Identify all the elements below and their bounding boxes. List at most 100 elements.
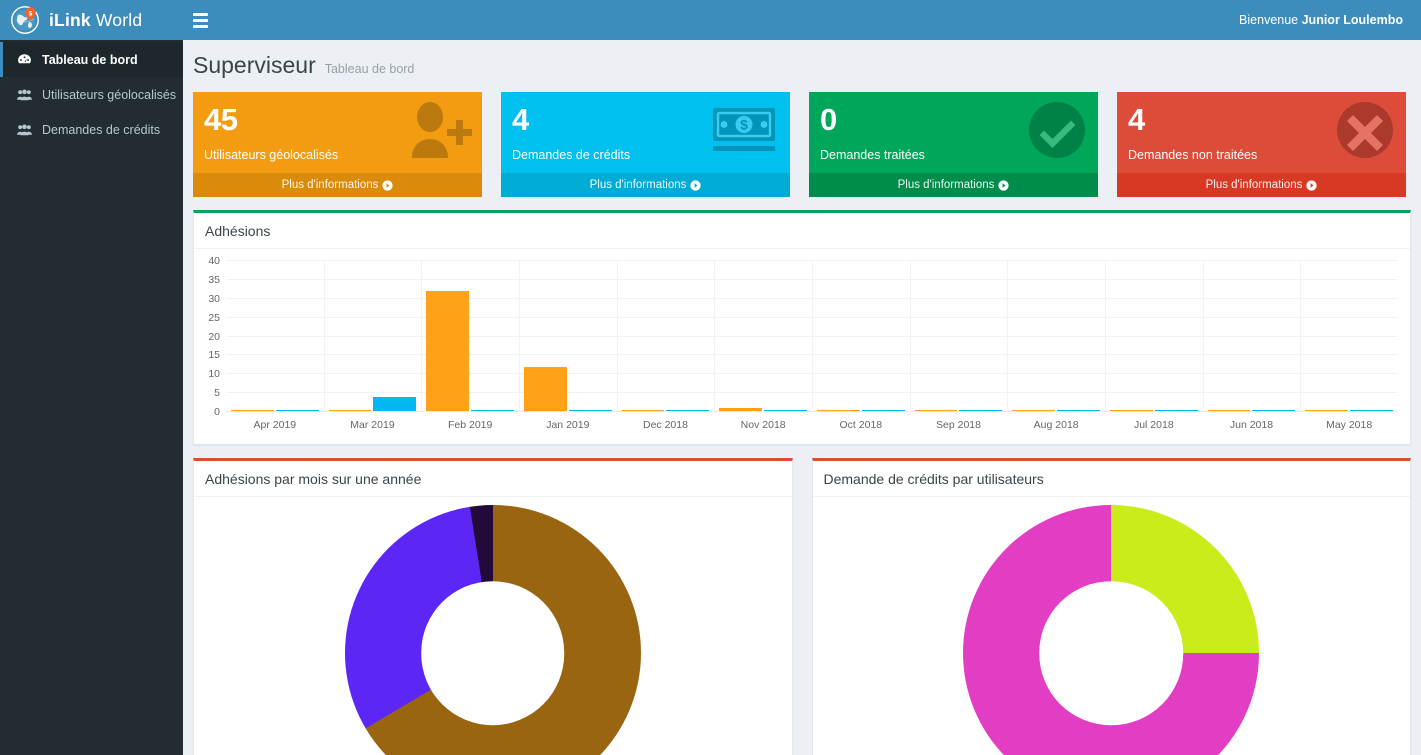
top-bar: $ iLink World Bienvenue Junior Loulembo xyxy=(0,0,1421,40)
adhesions-bar-chart[interactable]: 0 5 10 15 20 25 30 35 40 Apr 2019 Mar 2019 Feb 2019… xyxy=(198,255,1400,440)
chevron-circle-right-icon xyxy=(1306,179,1318,191)
bar-group: Sep 2018 xyxy=(910,261,1008,431)
stat-card-more-link[interactable]: Plus d'informations xyxy=(193,173,482,197)
chevron-circle-right-icon xyxy=(690,179,702,191)
user-plus-icon xyxy=(400,98,472,164)
panel-title: Adhésions par mois sur une année xyxy=(205,470,422,487)
grid-line xyxy=(714,261,716,412)
stat-card-value: 4 xyxy=(1128,102,1145,137)
stat-card-utilisateurs-geolocalises[interactable]: 45 Utilisateurs géolocalisés Plus d'info… xyxy=(193,92,482,197)
bar-group: Aug 2018 xyxy=(1007,261,1105,431)
x-axis-tick-label: Dec 2018 xyxy=(643,419,688,431)
main-content: Superviseur Tableau de bord 45 Utilisate… xyxy=(183,40,1421,755)
grid-line xyxy=(1105,261,1106,412)
bar-group: Jun 2018 xyxy=(1203,261,1301,431)
grid-line xyxy=(421,261,423,412)
adhesions-donut-chart[interactable] xyxy=(344,505,641,755)
x-axis-tick-label: Aug 2018 xyxy=(1033,419,1079,431)
grid-line xyxy=(812,261,813,412)
y-axis-tick-label: 35 xyxy=(208,273,220,286)
bar[interactable] xyxy=(426,291,470,412)
y-axis-tick-label: 5 xyxy=(214,387,220,400)
grid-line xyxy=(1202,261,1204,412)
donut-hole xyxy=(420,581,565,725)
donut-row: Adhésions par mois sur une année Demande… xyxy=(183,445,1421,755)
sidebar-item-demandes-de-credits[interactable]: Demandes de crédits xyxy=(0,112,183,147)
stat-card-body: 4 Demandes non traitées xyxy=(1117,92,1406,173)
x-axis-tick-label: Oct 2018 xyxy=(839,419,883,431)
users-icon xyxy=(16,88,32,102)
panel-title: Adhésions xyxy=(205,222,271,239)
chevron-circle-right-icon xyxy=(382,179,394,191)
grid-line xyxy=(519,261,520,412)
bar-chart-plot: 0 5 10 15 20 25 30 35 40 Apr 2019 Mar 2019 Feb 2019… xyxy=(208,255,1398,431)
hamburger-icon[interactable] xyxy=(183,0,217,40)
stat-card-demandes-traitees[interactable]: 0 Demandes traitées Plus d'informations xyxy=(809,92,1098,197)
brand-name: iLink World xyxy=(49,10,142,31)
page-header: Superviseur Tableau de bord xyxy=(183,40,1421,79)
chevron-circle-right-icon xyxy=(998,179,1010,191)
stat-card-value: 0 xyxy=(820,102,837,137)
y-axis-tick-label: 25 xyxy=(208,311,220,324)
svg-text:$: $ xyxy=(29,11,33,18)
credits-donut-chart[interactable] xyxy=(963,505,1260,755)
stat-card-demandes-non-traitees[interactable]: 4 Demandes non traitées Plus d'informati… xyxy=(1117,92,1406,197)
stat-card-label: Demandes de crédits xyxy=(512,148,631,162)
x-axis-tick-label: Jan 2019 xyxy=(546,419,590,431)
x-axis-tick-label: Nov 2018 xyxy=(740,419,786,431)
donut-hole xyxy=(1039,581,1184,725)
x-axis-tick-label: Sep 2018 xyxy=(936,419,981,431)
x-axis-tick-label: May 2018 xyxy=(1326,419,1373,431)
x-axis-line xyxy=(226,411,1398,412)
brand-name-rest: World xyxy=(90,9,143,30)
adhesions-panel: Adhésions 0 5 10 15 20 25 30 35 40 Apr 2019 Mar 20… xyxy=(193,210,1411,445)
donut-chart-body xyxy=(813,497,1411,755)
money-icon: $ xyxy=(708,98,780,164)
y-axis-tick-label: 20 xyxy=(208,330,220,343)
sidebar-item-utilisateurs-geolocalises[interactable]: Utilisateurs géolocalisés xyxy=(0,77,183,112)
check-circle-icon xyxy=(1016,98,1088,164)
bar-group: Feb 2019 xyxy=(421,261,519,431)
x-axis-tick-label: Feb 2019 xyxy=(447,419,493,431)
x-axis-tick-label: Mar 2019 xyxy=(350,419,395,431)
stat-card-value: 4 xyxy=(512,102,529,137)
brand-logo[interactable]: $ iLink World xyxy=(0,0,183,40)
welcome-username: Junior Loulembo xyxy=(1301,13,1403,27)
stat-card-more-label: Plus d'informations xyxy=(1205,179,1303,191)
sidebar: Tableau de bord Utilisateurs géolocalisé… xyxy=(0,40,183,755)
sidebar-item-label: Tableau de bord xyxy=(42,52,138,67)
stat-card-more-link[interactable]: Plus d'informations xyxy=(501,173,790,197)
stat-card-more-label: Plus d'informations xyxy=(589,179,687,191)
bar[interactable] xyxy=(523,366,567,412)
stat-card-value: 45 xyxy=(204,102,238,137)
dashboard-icon xyxy=(16,53,32,67)
page-title: Superviseur xyxy=(193,52,316,78)
adhesions-chart-body: 0 5 10 15 20 25 30 35 40 Apr 2019 Mar 2019 Feb 2019… xyxy=(194,249,1410,442)
stat-card-label: Demandes non traitées xyxy=(1128,148,1258,162)
stat-card-more-link[interactable]: Plus d'informations xyxy=(1117,173,1406,197)
grid-line xyxy=(909,261,911,412)
stat-card-label: Demandes traitées xyxy=(820,148,925,162)
bar-group: May 2018 xyxy=(1300,261,1398,431)
adhesions-row: Adhésions 0 5 10 15 20 25 30 35 40 Apr 2019 Mar 20… xyxy=(183,197,1421,445)
bar-group: Apr 2019 xyxy=(226,261,324,431)
x-axis-tick-label: Jun 2018 xyxy=(1229,419,1274,431)
adhesions-par-mois-panel: Adhésions par mois sur une année xyxy=(193,458,793,755)
times-circle-icon xyxy=(1324,98,1396,164)
bar-group: Nov 2018 xyxy=(714,261,812,431)
panel-header: Adhésions par mois sur une année xyxy=(194,461,792,497)
bar[interactable] xyxy=(719,408,763,412)
y-axis-tick-label: 40 xyxy=(208,255,220,267)
sidebar-item-tableau-de-bord[interactable]: Tableau de bord xyxy=(0,42,183,77)
welcome-prefix: Bienvenue xyxy=(1239,13,1302,27)
sidebar-item-label: Utilisateurs géolocalisés xyxy=(42,87,177,102)
y-axis-tick-label: 15 xyxy=(208,349,220,362)
stat-card-more-label: Plus d'informations xyxy=(897,179,995,191)
bar-group: Jan 2019 xyxy=(519,261,617,431)
demande-credits-panel: Demande de crédits par utilisateurs xyxy=(811,458,1411,755)
stat-card-demandes-de-credits[interactable]: 4 Demandes de crédits $ xyxy=(501,92,790,197)
stat-card-body: 45 Utilisateurs géolocalisés xyxy=(193,92,482,173)
bar[interactable] xyxy=(373,396,417,412)
stat-card-more-link[interactable]: Plus d'informations xyxy=(809,173,1098,197)
